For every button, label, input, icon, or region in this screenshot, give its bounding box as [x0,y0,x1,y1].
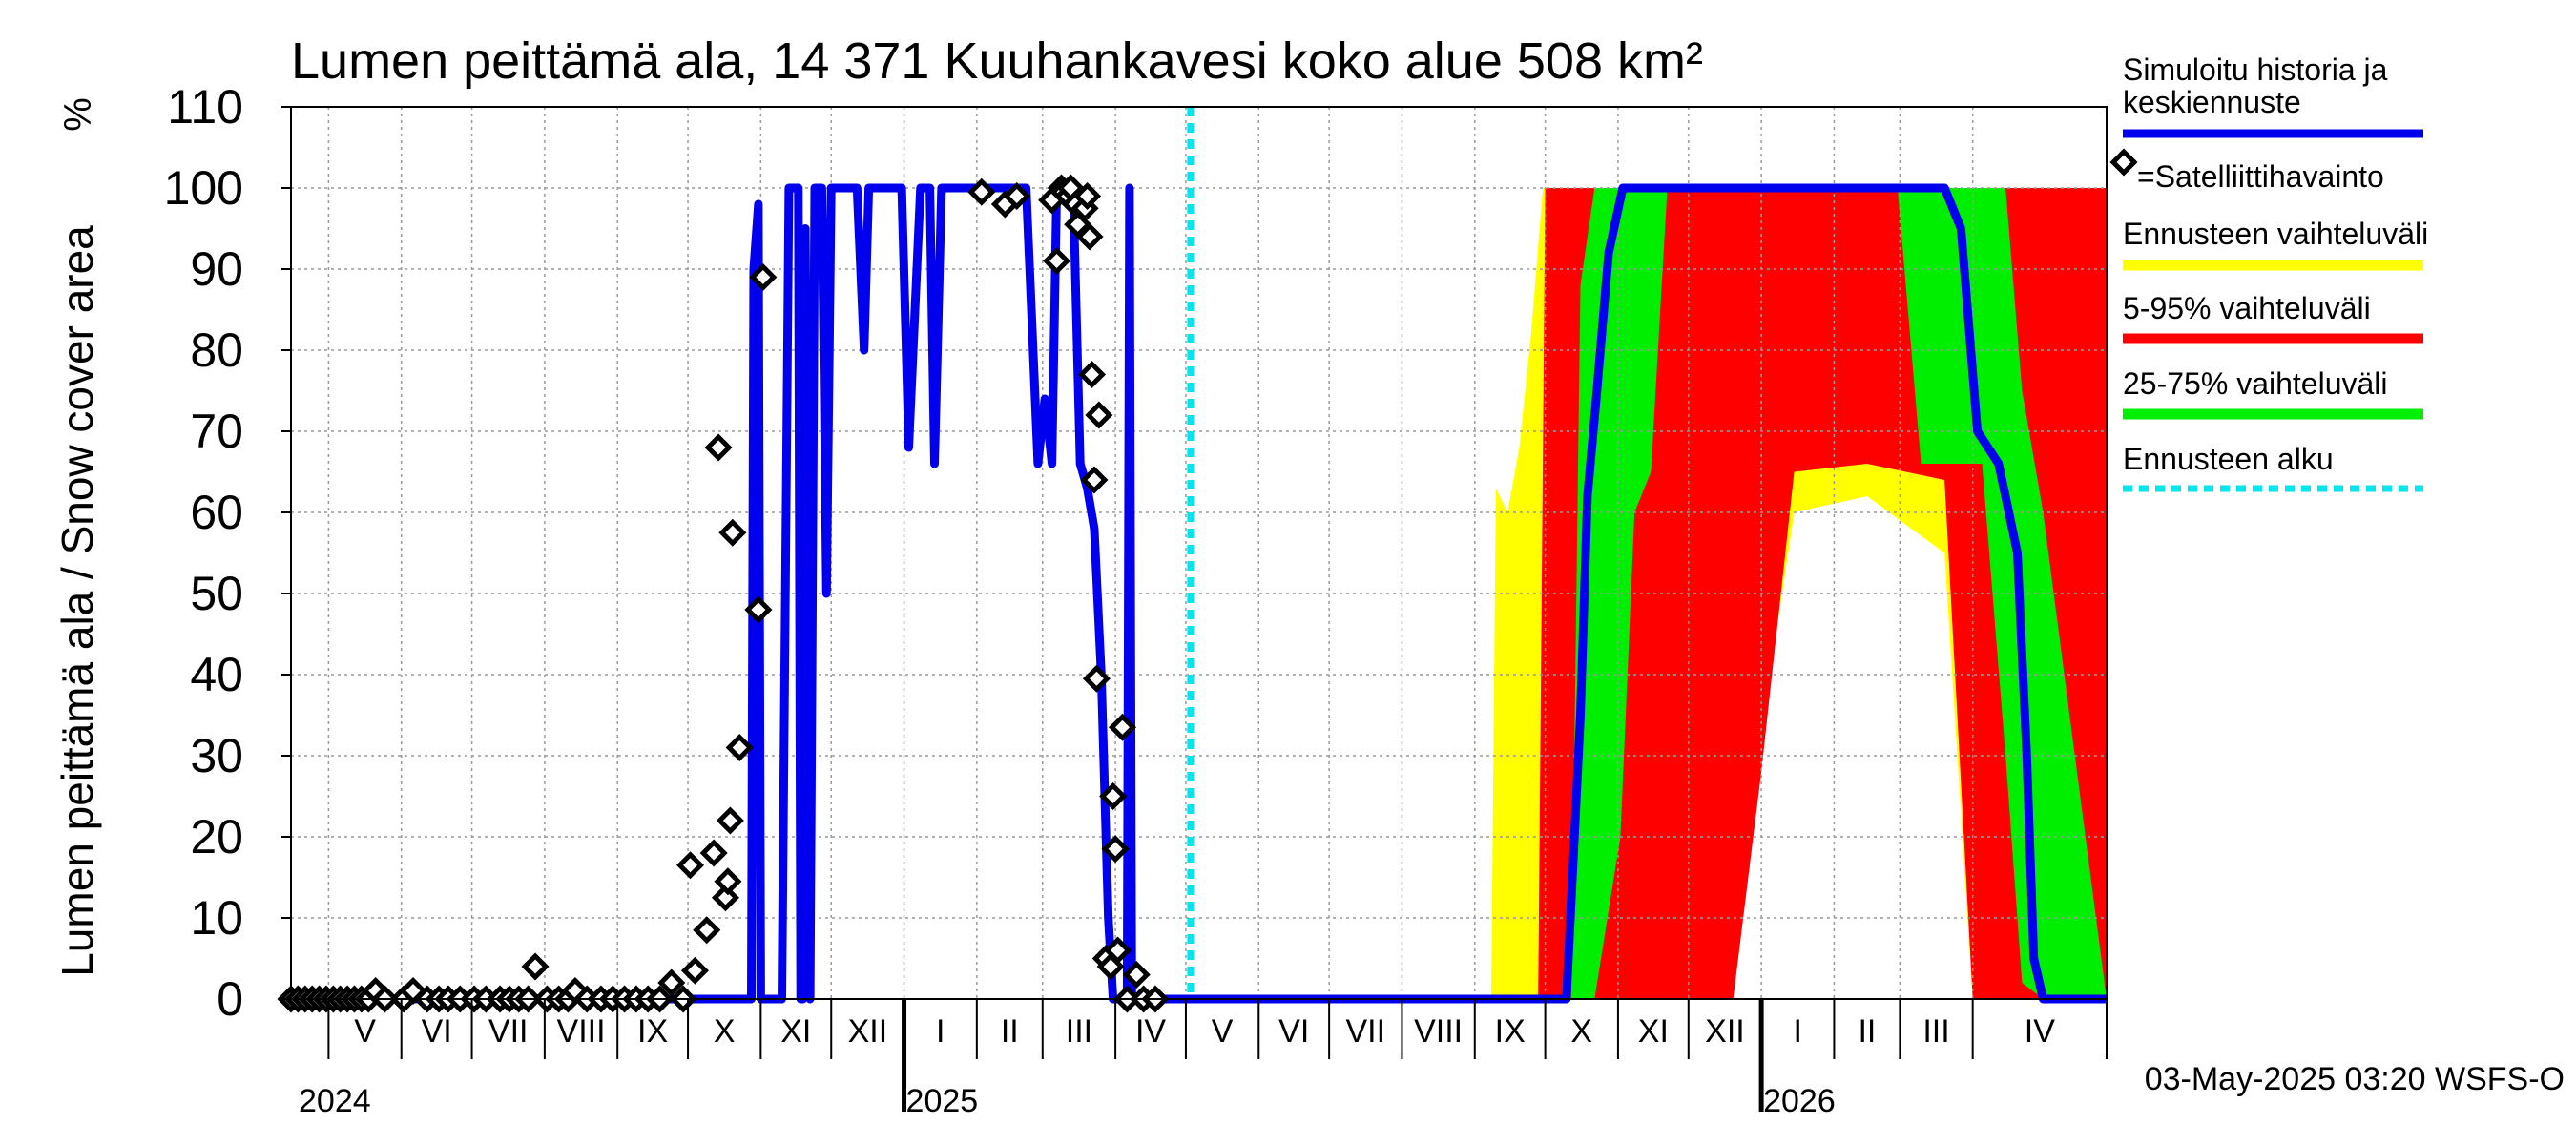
observation-marker [693,916,721,945]
observation-marker [744,595,773,624]
series-line-0 [291,183,2107,1004]
month-label: XII [848,1013,888,1050]
observation-marker [718,518,747,547]
year-label: 2024 [299,1083,371,1119]
footer-timestamp: 03-May-2025 03:20 WSFS-O [2145,1061,2565,1097]
observation-marker [1003,181,1031,211]
y-tick-label: 10 [190,891,243,945]
x-axis: V VI VII VIII IX X XI XII I II III IV V VI VII VIII IX X X… [299,999,2108,1119]
y-unit-label: % [57,97,99,132]
chart-grid [291,106,2107,999]
y-tick-label: 50 [190,567,243,620]
month-label: II [1858,1013,1876,1050]
month-label: IV [2025,1013,2055,1050]
observation-marker [657,968,686,997]
month-label: VI [1278,1013,1309,1050]
month-label: VIII [1414,1013,1463,1050]
observation-marker [680,956,709,985]
observation-marker [716,806,744,835]
observation-markers [277,174,1170,1013]
observation-marker [1122,960,1151,989]
legend-label: Ennusteen vaihteluväli [2123,217,2428,251]
month-label: VII [488,1013,529,1050]
observation-marker [675,851,705,880]
year-label: 2025 [906,1083,979,1119]
observation-marker [1075,222,1104,251]
observation-marker [1108,713,1137,741]
month-label: V [1212,1013,1234,1050]
month-label: VII [1346,1013,1386,1050]
legend-label: Simuloitu historia ja [2123,52,2388,87]
observation-marker [1101,835,1130,864]
chart-series [291,183,2107,1004]
month-label: VIII [557,1013,606,1050]
month-label: XI [780,1013,811,1050]
observation-marker [967,177,996,206]
chart-title: Lumen peittämä ala, 14 371 Kuuhankavesi … [291,32,1703,90]
month-label: II [1001,1013,1019,1050]
month-label: X [1570,1013,1592,1050]
observation-marker [1077,360,1107,389]
y-axis: 0 10 20 30 40 50 60 70 80 90 100 110 [164,80,291,1026]
observation-marker [1080,466,1109,494]
month-label: X [714,1013,736,1050]
y-tick-label: 90 [190,242,243,296]
month-label: I [936,1013,945,1050]
y-tick-label: 70 [190,405,243,458]
observation-marker [1043,246,1071,276]
observation-marker [1085,401,1113,429]
month-label: III [1922,1013,1949,1050]
y-tick-label: 60 [190,486,243,539]
legend-marker [2109,148,2138,177]
y-tick-label: 40 [190,648,243,701]
plot-border [290,106,2108,1000]
month-label: III [1066,1013,1092,1050]
month-label: I [1794,1013,1802,1050]
month-label: V [354,1013,376,1050]
month-label: IX [1495,1013,1526,1050]
legend-label: 25-75% vaihteluväli [2123,366,2388,401]
month-label: IX [637,1013,668,1050]
observation-marker [1073,181,1102,211]
month-label: XI [1638,1013,1669,1050]
observation-marker [1099,781,1128,811]
observation-marker [699,839,728,867]
legend-label: 5-95% vaihteluväli [2123,291,2371,325]
month-label: IV [1135,1013,1166,1050]
y-tick-label: 100 [164,161,243,215]
observation-marker [714,867,742,896]
observation-marker [1082,664,1111,693]
year-label: 2026 [1763,1083,1836,1119]
month-label: VI [422,1013,452,1050]
y-tick-label: 80 [190,323,243,377]
observation-marker [711,884,739,912]
month-label: XII [1705,1013,1745,1050]
observation-marker [521,952,550,981]
y-tick-label: 30 [190,729,243,782]
y-axis-label: Lumen peittämä ala / Snow cover area [52,225,102,977]
y-tick-label: 20 [190,810,243,864]
legend-label: keskiennuste [2123,85,2301,119]
legend-label: Ennusteen alku [2123,442,2334,476]
legend-label: =Satelliittihavainto [2137,159,2384,194]
observation-marker [704,433,733,462]
observation-marker [1104,936,1132,965]
plot-frame [290,106,2108,1000]
observation-marker [749,262,778,292]
observation-marker [725,733,754,762]
y-tick-label: 0 [217,972,243,1026]
y-tick-label: 110 [167,80,243,134]
